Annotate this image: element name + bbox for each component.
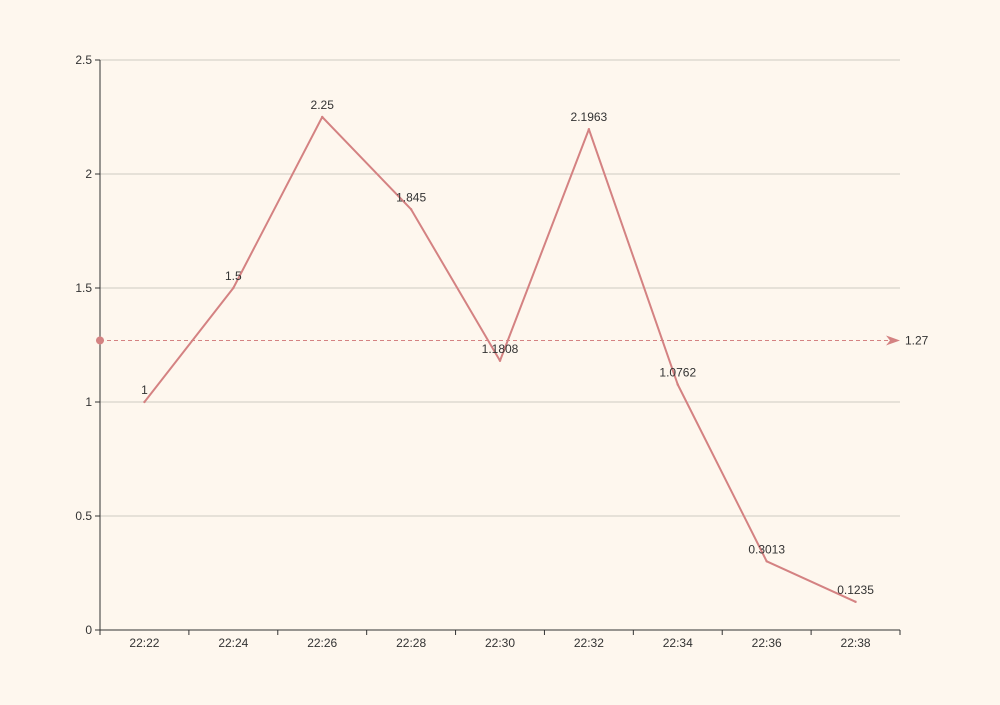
mark-line-label: 1.27 [905,333,929,347]
data-label: 1.5 [225,269,242,283]
data-point[interactable] [854,600,857,604]
data-point[interactable] [321,115,324,119]
data-label: 1.1808 [482,342,519,356]
y-tick-label: 2 [85,167,92,181]
series-line [143,115,857,604]
data-label: 1.845 [396,190,426,204]
x-tick-label: 22:22 [129,636,159,650]
x-tick-label: 22:34 [663,636,693,650]
axes: 0 0.5 1 1.5 2 2.5 22:22 22:24 22:26 22:28 22:30 22:… [75,53,901,650]
x-tick-label: 22:32 [574,636,604,650]
x-tick-label: 22:38 [841,636,871,650]
data-point[interactable] [232,286,235,290]
data-point[interactable] [765,560,768,563]
x-tick-label: 22:30 [485,636,515,650]
y-tick-label: 1.5 [75,281,92,295]
data-label: 0.1235 [837,583,874,597]
data-label: 2.25 [311,98,335,112]
series-line [143,116,856,603]
data-label: 1.0762 [659,366,696,380]
average-mark-line: 1.27 [96,333,929,347]
mark-line-arrow [886,335,900,346]
data-labels: 1 1.5 2.25 1.845 1.1808 2.1963 1.0762 0.3013 0.1… [141,98,874,597]
x-tick-label: 22:28 [396,636,426,650]
x-tick-label: 22:26 [307,636,337,650]
y-tick-label: 2.5 [75,53,92,67]
y-tick-label: 0 [85,623,92,637]
data-point[interactable] [587,128,591,131]
data-point[interactable] [143,400,146,404]
y-tick-label: 0.5 [75,509,92,523]
data-label: 0.3013 [748,542,785,556]
data-label: 1 [141,383,148,397]
x-tick-label: 22:24 [218,636,248,650]
data-point[interactable] [676,383,679,386]
data-point[interactable] [409,208,413,211]
y-tick-label: 1 [85,395,92,409]
data-point[interactable] [498,359,502,362]
x-tick-label: 22:36 [752,636,782,650]
data-label: 2.1963 [571,110,608,124]
grid-lines [100,59,900,517]
